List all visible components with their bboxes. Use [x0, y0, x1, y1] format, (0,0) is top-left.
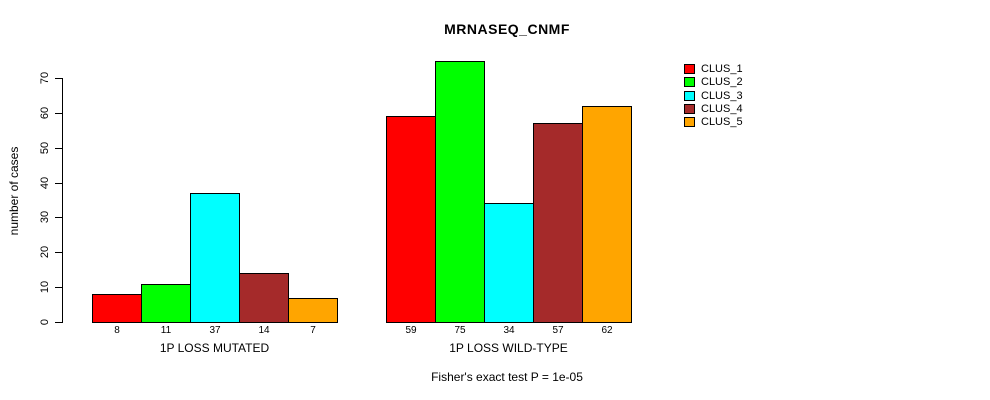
legend-label-clus_5: CLUS_5 [701, 116, 743, 129]
y-tick [55, 322, 62, 323]
y-tick [55, 252, 62, 254]
y-tick-label: 0 [39, 318, 51, 326]
bar-value-label: 7 [310, 325, 316, 336]
bar-g1-clus_1 [92, 294, 142, 323]
y-tick-label: 50 [39, 141, 51, 154]
bar-value-label: 57 [552, 325, 564, 336]
legend-swatch-clus_5 [684, 117, 695, 128]
group-label-2: 1P LOSS WILD-TYPE [449, 341, 568, 355]
legend-label-clus_3: CLUS_3 [701, 89, 743, 102]
y-tick [55, 217, 62, 219]
bar-g2-clus_2 [435, 60, 485, 323]
y-tick-label: 20 [39, 246, 51, 259]
legend-swatch-clus_4 [684, 103, 695, 114]
y-tick [55, 182, 62, 184]
bar-g1-clus_4 [239, 273, 289, 323]
bar-g1-clus_2 [141, 283, 191, 323]
legend-swatch-clus_1 [684, 64, 695, 74]
y-tick [55, 287, 62, 289]
bar-value-label: 59 [405, 325, 417, 336]
y-tick-label: 10 [39, 281, 51, 294]
group-label-1: 1P LOSS MUTATED [159, 341, 270, 355]
bar-g2-clus_4 [533, 123, 583, 323]
y-tick [55, 112, 62, 114]
y-tick-label: 60 [39, 106, 51, 119]
bar-g2-clus_1 [386, 116, 436, 323]
legend-swatch-clus_3 [684, 90, 695, 101]
legend-label-clus_2: CLUS_2 [701, 76, 743, 89]
bar-value-label: 75 [454, 325, 466, 336]
y-tick-label: 40 [39, 176, 51, 189]
y-tick-label: 70 [39, 71, 51, 85]
legend-swatch-clus_2 [684, 77, 695, 88]
bar-value-label: 14 [258, 325, 270, 336]
legend-label-clus_1: CLUS_1 [701, 63, 743, 75]
y-axis-line [62, 78, 63, 323]
caption-fisher-test: Fisher's exact test P = 1e-05 [431, 370, 583, 384]
bar-value-label: 11 [160, 325, 172, 336]
bar-g1-clus_3 [190, 193, 240, 323]
legend-label-clus_4: CLUS_4 [701, 102, 743, 115]
chart-title: MRNASEQ_CNMF [444, 21, 570, 37]
bar-g2-clus_5 [582, 105, 632, 323]
bar-value-label: 62 [601, 325, 613, 336]
bar-g2-clus_3 [484, 203, 534, 323]
y-tick [55, 78, 62, 79]
bar-value-label: 37 [209, 325, 221, 336]
y-tick [55, 147, 62, 149]
bar-value-label: 34 [503, 325, 515, 336]
bar-value-label: 8 [114, 325, 120, 336]
y-tick-label: 30 [39, 211, 51, 224]
bar-g1-clus_5 [288, 297, 338, 323]
